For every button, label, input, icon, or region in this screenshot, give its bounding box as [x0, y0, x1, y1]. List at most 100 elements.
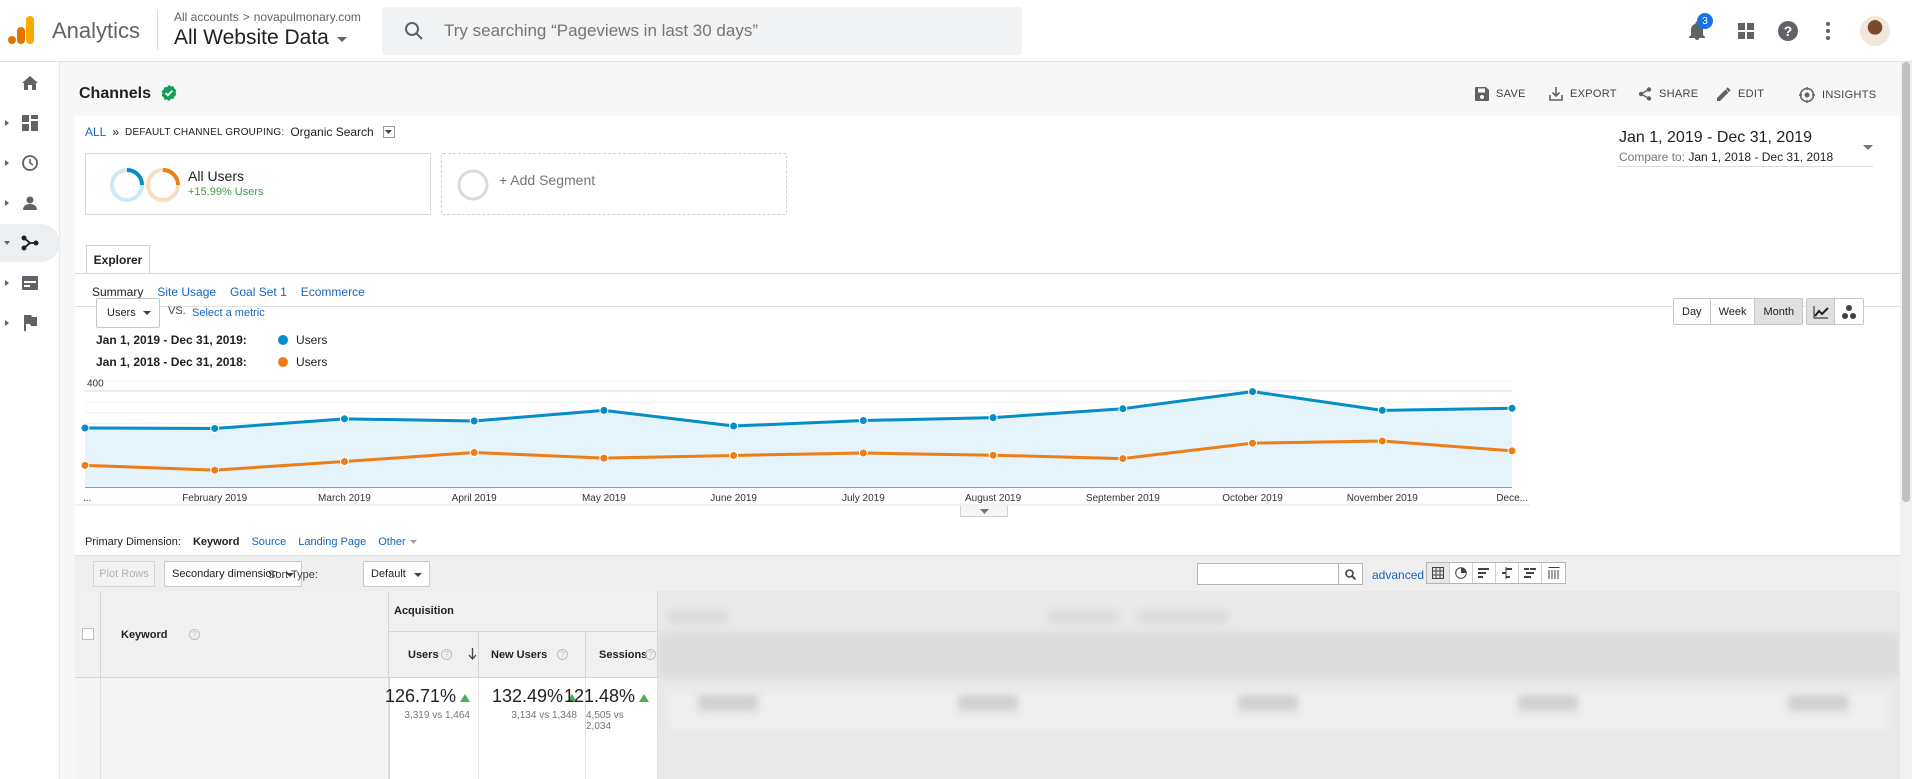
help-icon[interactable]: ?: [557, 649, 568, 660]
analytics-logo-icon[interactable]: [8, 14, 36, 46]
data-table: Keyword ? Acquisition Users ? New Users …: [75, 591, 1900, 779]
save-button[interactable]: SAVE: [1475, 87, 1526, 101]
data-point-0: [729, 421, 739, 431]
advanced-filter-link[interactable]: advanced: [1372, 568, 1425, 582]
legend-previous-range: Jan 1, 2018 - Dec 31, 2018:: [96, 355, 247, 369]
keyword-header[interactable]: Keyword ?: [101, 591, 389, 678]
data-point-1: [1507, 446, 1517, 456]
secondary-dimension-select[interactable]: Secondary dimension: [164, 561, 302, 587]
nav-audience[interactable]: [0, 184, 60, 222]
totals-label-cell: [101, 678, 389, 779]
sessions-column-header[interactable]: Sessions ?: [586, 632, 658, 678]
motion-chart-button[interactable]: [1835, 299, 1863, 324]
account-breadcrumb[interactable]: All accounts > novapulmonary.com: [174, 10, 361, 24]
sessions-total-change: 121.48%: [564, 686, 649, 707]
new-users-total-compare: 3,134 vs 1,348: [511, 710, 577, 721]
add-segment-button[interactable]: + Add Segment: [441, 153, 787, 215]
scrollbar-thumb[interactable]: [1902, 62, 1910, 502]
grouping-dropdown-button[interactable]: [382, 126, 395, 138]
nav-realtime[interactable]: [0, 144, 60, 182]
view-performance-button[interactable]: [1473, 563, 1496, 583]
collapse-arrow-icon: [4, 241, 10, 245]
sort-descending-icon[interactable]: [468, 648, 477, 660]
granularity-month[interactable]: Month: [1755, 299, 1803, 324]
view-pie-chart-button[interactable]: [1450, 563, 1473, 583]
help-icon[interactable]: ?: [645, 649, 656, 660]
x-tick-label: October 2019: [1222, 493, 1283, 504]
help-icon[interactable]: ?: [441, 649, 452, 660]
granularity-day[interactable]: Day: [1674, 299, 1711, 324]
apps-button[interactable]: [1734, 19, 1758, 43]
breadcrumb-property[interactable]: novapulmonary.com: [253, 10, 361, 24]
x-tick-label: Dece...: [1496, 493, 1528, 504]
table-filter-button[interactable]: [1339, 563, 1363, 585]
chart-collapse-handle[interactable]: [960, 506, 1008, 517]
sort-type-select[interactable]: Default: [363, 561, 430, 587]
metric-selector[interactable]: Users: [96, 298, 160, 328]
compare-range: Jan 1, 2018 - Dec 31, 2018: [1688, 150, 1834, 164]
export-button[interactable]: EXPORT: [1549, 87, 1617, 101]
more-options-button[interactable]: [1816, 19, 1840, 43]
sessions-total-cell: 121.48% 4,505 vs 2,034: [564, 678, 658, 779]
dimension-other[interactable]: Other: [378, 536, 417, 548]
share-button[interactable]: SHARE: [1638, 87, 1698, 101]
dimension-landing-page[interactable]: Landing Page: [298, 536, 367, 548]
view-data-table-button[interactable]: [1427, 563, 1450, 583]
segment-compare-donut-icon: [146, 168, 180, 202]
x-tick-label: April 2019: [452, 493, 497, 504]
subtab-goal-set-1[interactable]: Goal Set 1: [230, 285, 287, 299]
search-input[interactable]: [444, 19, 1004, 43]
search-bar[interactable]: [382, 7, 1022, 55]
x-tick-label: March 2019: [318, 493, 371, 504]
segment-donut-icon: [110, 168, 144, 202]
share-icon: [1638, 87, 1652, 101]
x-tick-label: May 2019: [582, 493, 626, 504]
select-metric-link[interactable]: Select a metric: [192, 307, 265, 319]
table-filter-input[interactable]: [1197, 563, 1339, 585]
nav-acquisition[interactable]: [0, 224, 60, 262]
nav-customization[interactable]: [0, 104, 60, 142]
breadcrumb-all-accounts[interactable]: All accounts: [174, 10, 239, 24]
select-all-cell: [75, 591, 101, 678]
view-term-cloud-button[interactable]: [1519, 563, 1542, 583]
breadcrumb-all-link[interactable]: ALL: [85, 125, 107, 139]
subtab-site-usage[interactable]: Site Usage: [157, 285, 217, 299]
expand-arrow-icon: [5, 160, 9, 166]
view-pivot-button[interactable]: [1542, 563, 1565, 583]
page-scrollbar[interactable]: [1900, 62, 1912, 779]
x-tick-label: November 2019: [1347, 493, 1419, 504]
new-users-column-header[interactable]: New Users ?: [479, 632, 586, 678]
data-point-1: [599, 453, 609, 463]
nav-conversions[interactable]: [0, 304, 60, 342]
nav-behavior[interactable]: [0, 264, 60, 302]
line-chart-button[interactable]: [1807, 299, 1835, 324]
main-area: Channels SAVE EXPORT SHARE EDIT INSIGHTS: [60, 62, 1900, 779]
insights-button[interactable]: INSIGHTS: [1799, 87, 1876, 103]
caret-down-icon: [409, 540, 417, 544]
date-range-picker[interactable]: Jan 1, 2019 - Dec 31, 2019 Compare to: J…: [1617, 129, 1873, 167]
caret-down-icon: [1863, 145, 1873, 150]
table-toolbar: Plot Rows Secondary dimension Sort Type:…: [75, 555, 1900, 591]
users-column-header[interactable]: Users ?: [389, 632, 479, 678]
help-button[interactable]: ?: [1776, 19, 1800, 43]
edit-button[interactable]: EDIT: [1717, 87, 1764, 101]
granularity-week[interactable]: Week: [1710, 299, 1756, 324]
nav-home[interactable]: [0, 64, 60, 102]
dimension-source[interactable]: Source: [251, 536, 287, 548]
notifications-button[interactable]: 3: [1685, 13, 1713, 43]
plot-rows-button[interactable]: Plot Rows: [93, 561, 155, 587]
tab-explorer[interactable]: Explorer: [86, 245, 150, 274]
subtab-ecommerce[interactable]: Ecommerce: [300, 285, 365, 299]
select-all-checkbox[interactable]: [82, 628, 94, 640]
caret-down-icon: [414, 573, 422, 577]
view-selector[interactable]: All Website Data: [174, 26, 347, 50]
segment-all-users[interactable]: All Users +15.99% Users: [85, 153, 431, 215]
help-icon[interactable]: ?: [189, 629, 200, 640]
dimension-keyword[interactable]: Keyword: [192, 536, 240, 548]
subtab-summary[interactable]: Summary: [92, 285, 144, 299]
explorer-subtabs: Summary Site Usage Goal Set 1 Ecommerce: [92, 285, 365, 299]
blurred-placeholder: [658, 632, 1900, 678]
view-comparison-button[interactable]: [1496, 563, 1519, 583]
user-avatar[interactable]: [1860, 16, 1890, 46]
